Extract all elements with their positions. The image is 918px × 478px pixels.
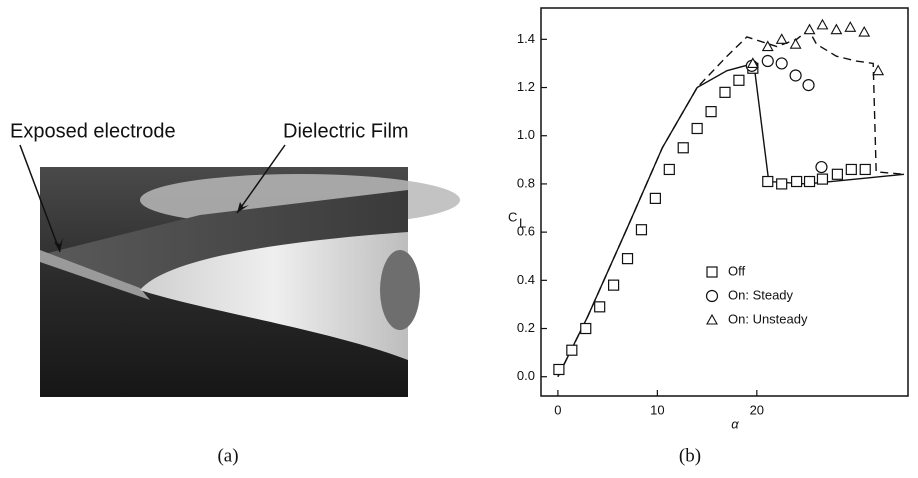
square-marker xyxy=(816,173,829,185)
y-tick-label: 1.4 xyxy=(517,31,535,46)
square-marker xyxy=(594,301,606,313)
x-axis-label: α xyxy=(731,416,739,431)
square-marker xyxy=(762,175,774,188)
square-marker xyxy=(566,344,578,356)
x-tick-label: 10 xyxy=(650,402,664,417)
x-tick-label: 0 xyxy=(554,402,561,417)
y-tick-label: 0.4 xyxy=(517,272,535,287)
circle-marker xyxy=(815,160,828,174)
square-marker xyxy=(719,86,731,98)
triangle-marker xyxy=(746,57,759,68)
square-marker xyxy=(831,168,843,180)
triangle-marker xyxy=(706,313,718,325)
triangle-marker xyxy=(816,18,829,30)
triangle-marker xyxy=(858,25,871,37)
triangle-marker xyxy=(830,23,843,35)
triangle-marker xyxy=(775,33,788,44)
y-axis-label: C xyxy=(508,209,517,224)
triangle-marker xyxy=(844,21,857,32)
square-marker xyxy=(621,253,634,265)
photo-label: Dielectric Film xyxy=(283,120,409,142)
square-marker xyxy=(635,224,648,236)
square-marker xyxy=(859,163,871,176)
y-tick-label: 1.0 xyxy=(517,127,535,142)
y-tick-label: 0.6 xyxy=(517,224,535,239)
square-marker xyxy=(803,175,816,188)
legend-label: On: Unsteady xyxy=(728,311,808,326)
circle-marker xyxy=(761,54,774,68)
square-marker xyxy=(649,192,661,204)
y-tick-label: 1.2 xyxy=(517,79,535,94)
y-tick-label: 0.8 xyxy=(517,175,535,190)
circle-marker xyxy=(705,289,719,303)
plot-frame xyxy=(540,7,909,397)
circle-marker xyxy=(789,69,802,82)
photo-label: Exposed electrode xyxy=(10,120,176,142)
photo: Exposed electrode Dielectric Film xyxy=(10,120,460,397)
y-tick-label: 0.2 xyxy=(517,320,535,335)
square-marker xyxy=(608,279,620,291)
chart: α C L 0 10 20 0.0 0.2 0.4 0.6 0.8 1.0 1.2 1.4 Off On… xyxy=(508,7,909,431)
y-tick-label: 0.0 xyxy=(517,368,535,383)
square-marker xyxy=(580,322,592,335)
square-marker xyxy=(663,163,675,176)
legend-label: Off xyxy=(728,263,745,278)
square-marker xyxy=(553,363,565,376)
square-marker xyxy=(706,266,718,278)
circle-marker xyxy=(775,57,788,70)
triangle-marker xyxy=(872,64,885,76)
triangle-marker xyxy=(803,23,816,35)
square-marker xyxy=(733,74,745,86)
square-marker xyxy=(677,142,689,154)
line xyxy=(557,62,905,378)
square-marker xyxy=(691,122,703,135)
square-marker xyxy=(776,178,788,190)
caption: (a) xyxy=(217,445,238,466)
legend-label: On: Steady xyxy=(728,287,794,302)
x-tick-label: 20 xyxy=(750,402,764,417)
y-axis-label-subscript: L xyxy=(519,215,526,230)
square-marker xyxy=(845,163,857,176)
caption: (b) xyxy=(679,445,701,466)
circle-marker xyxy=(802,79,815,92)
square-marker xyxy=(791,175,803,188)
square-marker xyxy=(705,106,717,118)
triangle-marker xyxy=(761,40,774,52)
triangle-marker xyxy=(789,38,802,49)
